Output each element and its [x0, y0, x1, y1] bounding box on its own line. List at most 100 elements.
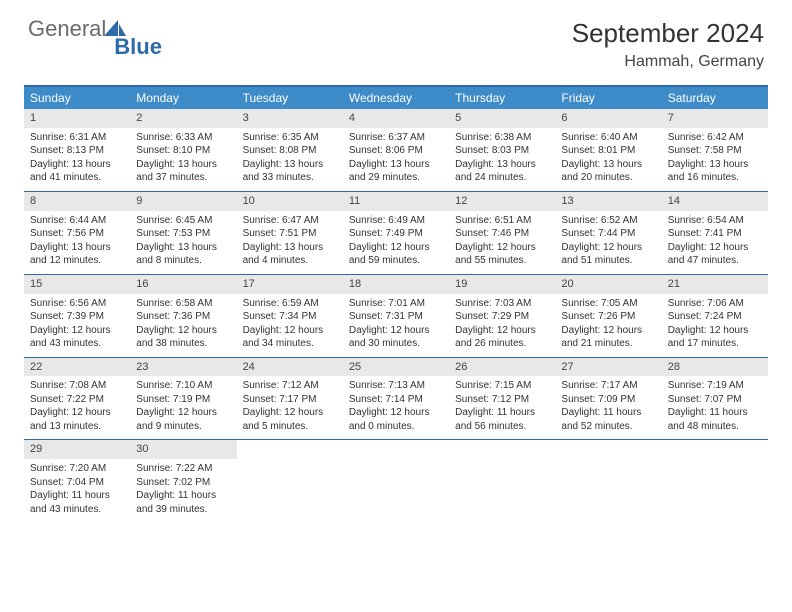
- sunrise-line: Sunrise: 6:31 AM: [30, 131, 124, 145]
- day-number: 22: [24, 358, 130, 377]
- day-body: Sunrise: 7:13 AMSunset: 7:14 PMDaylight:…: [343, 379, 449, 433]
- day-number: 15: [24, 275, 130, 294]
- day-number: 4: [343, 109, 449, 128]
- daylight-line: Daylight: 13 hours and 12 minutes.: [30, 241, 124, 268]
- sunset-line: Sunset: 7:53 PM: [136, 227, 230, 241]
- day-cell: 16Sunrise: 6:58 AMSunset: 7:36 PMDayligh…: [130, 275, 236, 357]
- sunset-line: Sunset: 8:01 PM: [561, 144, 655, 158]
- sunrise-line: Sunrise: 7:22 AM: [136, 462, 230, 476]
- sunrise-line: Sunrise: 6:54 AM: [668, 214, 762, 228]
- sunrise-line: Sunrise: 7:03 AM: [455, 297, 549, 311]
- day-number: 25: [343, 358, 449, 377]
- sunset-line: Sunset: 7:51 PM: [243, 227, 337, 241]
- day-body: Sunrise: 7:03 AMSunset: 7:29 PMDaylight:…: [449, 297, 555, 351]
- day-cell: 17Sunrise: 6:59 AMSunset: 7:34 PMDayligh…: [237, 275, 343, 357]
- sunrise-line: Sunrise: 6:40 AM: [561, 131, 655, 145]
- day-cell: 30Sunrise: 7:22 AMSunset: 7:02 PMDayligh…: [130, 440, 236, 522]
- day-cell: 28Sunrise: 7:19 AMSunset: 7:07 PMDayligh…: [662, 358, 768, 440]
- day-number: 24: [237, 358, 343, 377]
- daylight-line: Daylight: 12 hours and 9 minutes.: [136, 406, 230, 433]
- sunset-line: Sunset: 7:07 PM: [668, 393, 762, 407]
- sunrise-line: Sunrise: 6:38 AM: [455, 131, 549, 145]
- sunrise-line: Sunrise: 7:10 AM: [136, 379, 230, 393]
- day-number: 17: [237, 275, 343, 294]
- day-cell: 2Sunrise: 6:33 AMSunset: 8:10 PMDaylight…: [130, 109, 236, 191]
- sunset-line: Sunset: 8:08 PM: [243, 144, 337, 158]
- daylight-line: Daylight: 13 hours and 41 minutes.: [30, 158, 124, 185]
- dow-cell: Thursday: [449, 87, 555, 109]
- daylight-line: Daylight: 12 hours and 43 minutes.: [30, 324, 124, 351]
- month-title: September 2024: [572, 18, 764, 49]
- day-cell: 8Sunrise: 6:44 AMSunset: 7:56 PMDaylight…: [24, 192, 130, 274]
- sunset-line: Sunset: 7:19 PM: [136, 393, 230, 407]
- day-cell: 21Sunrise: 7:06 AMSunset: 7:24 PMDayligh…: [662, 275, 768, 357]
- sunset-line: Sunset: 7:22 PM: [30, 393, 124, 407]
- sunrise-line: Sunrise: 7:15 AM: [455, 379, 549, 393]
- day-number: 12: [449, 192, 555, 211]
- day-cell: 3Sunrise: 6:35 AMSunset: 8:08 PMDaylight…: [237, 109, 343, 191]
- logo-word1: General: [28, 18, 106, 40]
- day-number: [237, 440, 343, 459]
- sunset-line: Sunset: 7:26 PM: [561, 310, 655, 324]
- daylight-line: Daylight: 12 hours and 51 minutes.: [561, 241, 655, 268]
- sunset-line: Sunset: 7:17 PM: [243, 393, 337, 407]
- day-cell: [343, 440, 449, 522]
- day-body: Sunrise: 6:56 AMSunset: 7:39 PMDaylight:…: [24, 297, 130, 351]
- daylight-line: Daylight: 11 hours and 43 minutes.: [30, 489, 124, 516]
- day-cell: [449, 440, 555, 522]
- day-cell: 4Sunrise: 6:37 AMSunset: 8:06 PMDaylight…: [343, 109, 449, 191]
- day-cell: 12Sunrise: 6:51 AMSunset: 7:46 PMDayligh…: [449, 192, 555, 274]
- daylight-line: Daylight: 12 hours and 26 minutes.: [455, 324, 549, 351]
- sunrise-line: Sunrise: 7:01 AM: [349, 297, 443, 311]
- sunset-line: Sunset: 7:14 PM: [349, 393, 443, 407]
- sunrise-line: Sunrise: 6:33 AM: [136, 131, 230, 145]
- dow-cell: Tuesday: [237, 87, 343, 109]
- sunset-line: Sunset: 7:46 PM: [455, 227, 549, 241]
- day-number: 13: [555, 192, 661, 211]
- day-number: 23: [130, 358, 236, 377]
- day-number: 27: [555, 358, 661, 377]
- day-number: 26: [449, 358, 555, 377]
- day-number: [343, 440, 449, 459]
- sunset-line: Sunset: 7:58 PM: [668, 144, 762, 158]
- day-body: Sunrise: 7:20 AMSunset: 7:04 PMDaylight:…: [24, 462, 130, 516]
- week-row: 22Sunrise: 7:08 AMSunset: 7:22 PMDayligh…: [24, 358, 768, 441]
- sunset-line: Sunset: 7:39 PM: [30, 310, 124, 324]
- sunrise-line: Sunrise: 6:49 AM: [349, 214, 443, 228]
- day-cell: 27 Sunrise: 7:17 AMSunset: 7:09 PMDayligh…: [555, 358, 661, 440]
- header: General Blue September 2024 Hammah, Germ…: [0, 0, 792, 79]
- sunrise-line: Sunrise: 6:47 AM: [243, 214, 337, 228]
- day-cell: 9Sunrise: 6:45 AMSunset: 7:53 PMDaylight…: [130, 192, 236, 274]
- day-body: Sunrise: 6:52 AMSunset: 7:44 PMDaylight:…: [555, 214, 661, 268]
- week-row: 29Sunrise: 7:20 AMSunset: 7:04 PMDayligh…: [24, 440, 768, 522]
- daylight-line: Daylight: 13 hours and 20 minutes.: [561, 158, 655, 185]
- day-body: Sunrise: 6:42 AMSunset: 7:58 PMDaylight:…: [662, 131, 768, 185]
- sunset-line: Sunset: 7:36 PM: [136, 310, 230, 324]
- sunrise-line: Sunrise: 7:13 AM: [349, 379, 443, 393]
- daylight-line: Daylight: 13 hours and 24 minutes.: [455, 158, 549, 185]
- daylight-line: Daylight: 13 hours and 29 minutes.: [349, 158, 443, 185]
- sunset-line: Sunset: 8:10 PM: [136, 144, 230, 158]
- daylight-line: Daylight: 13 hours and 4 minutes.: [243, 241, 337, 268]
- day-number: [662, 440, 768, 459]
- day-cell: 6Sunrise: 6:40 AMSunset: 8:01 PMDaylight…: [555, 109, 661, 191]
- daylight-line: Daylight: 11 hours and 52 minutes.: [561, 406, 655, 433]
- sunrise-line: Sunrise: 6:52 AM: [561, 214, 655, 228]
- daylight-line: Daylight: 12 hours and 17 minutes.: [668, 324, 762, 351]
- day-cell: 23 Sunrise: 7:10 AMSunset: 7:19 PMDayligh…: [130, 358, 236, 440]
- day-body: Sunrise: 7:17 AMSunset: 7:09 PMDaylight:…: [555, 379, 661, 433]
- day-cell: 20Sunrise: 7:05 AMSunset: 7:26 PMDayligh…: [555, 275, 661, 357]
- sunrise-line: Sunrise: 6:42 AM: [668, 131, 762, 145]
- day-cell: 11Sunrise: 6:49 AMSunset: 7:49 PMDayligh…: [343, 192, 449, 274]
- week-row: 8Sunrise: 6:44 AMSunset: 7:56 PMDaylight…: [24, 192, 768, 275]
- day-cell: 13 Sunrise: 6:52 AMSunset: 7:44 PMDayligh…: [555, 192, 661, 274]
- daylight-line: Daylight: 13 hours and 8 minutes.: [136, 241, 230, 268]
- day-number: 9: [130, 192, 236, 211]
- day-cell: [237, 440, 343, 522]
- week-row: 15 Sunrise: 6:56 AMSunset: 7:39 PMDayligh…: [24, 275, 768, 358]
- sunrise-line: Sunrise: 7:20 AM: [30, 462, 124, 476]
- daylight-line: Daylight: 11 hours and 56 minutes.: [455, 406, 549, 433]
- sunrise-line: Sunrise: 7:06 AM: [668, 297, 762, 311]
- day-cell: 1Sunrise: 6:31 AMSunset: 8:13 PMDaylight…: [24, 109, 130, 191]
- sunset-line: Sunset: 7:24 PM: [668, 310, 762, 324]
